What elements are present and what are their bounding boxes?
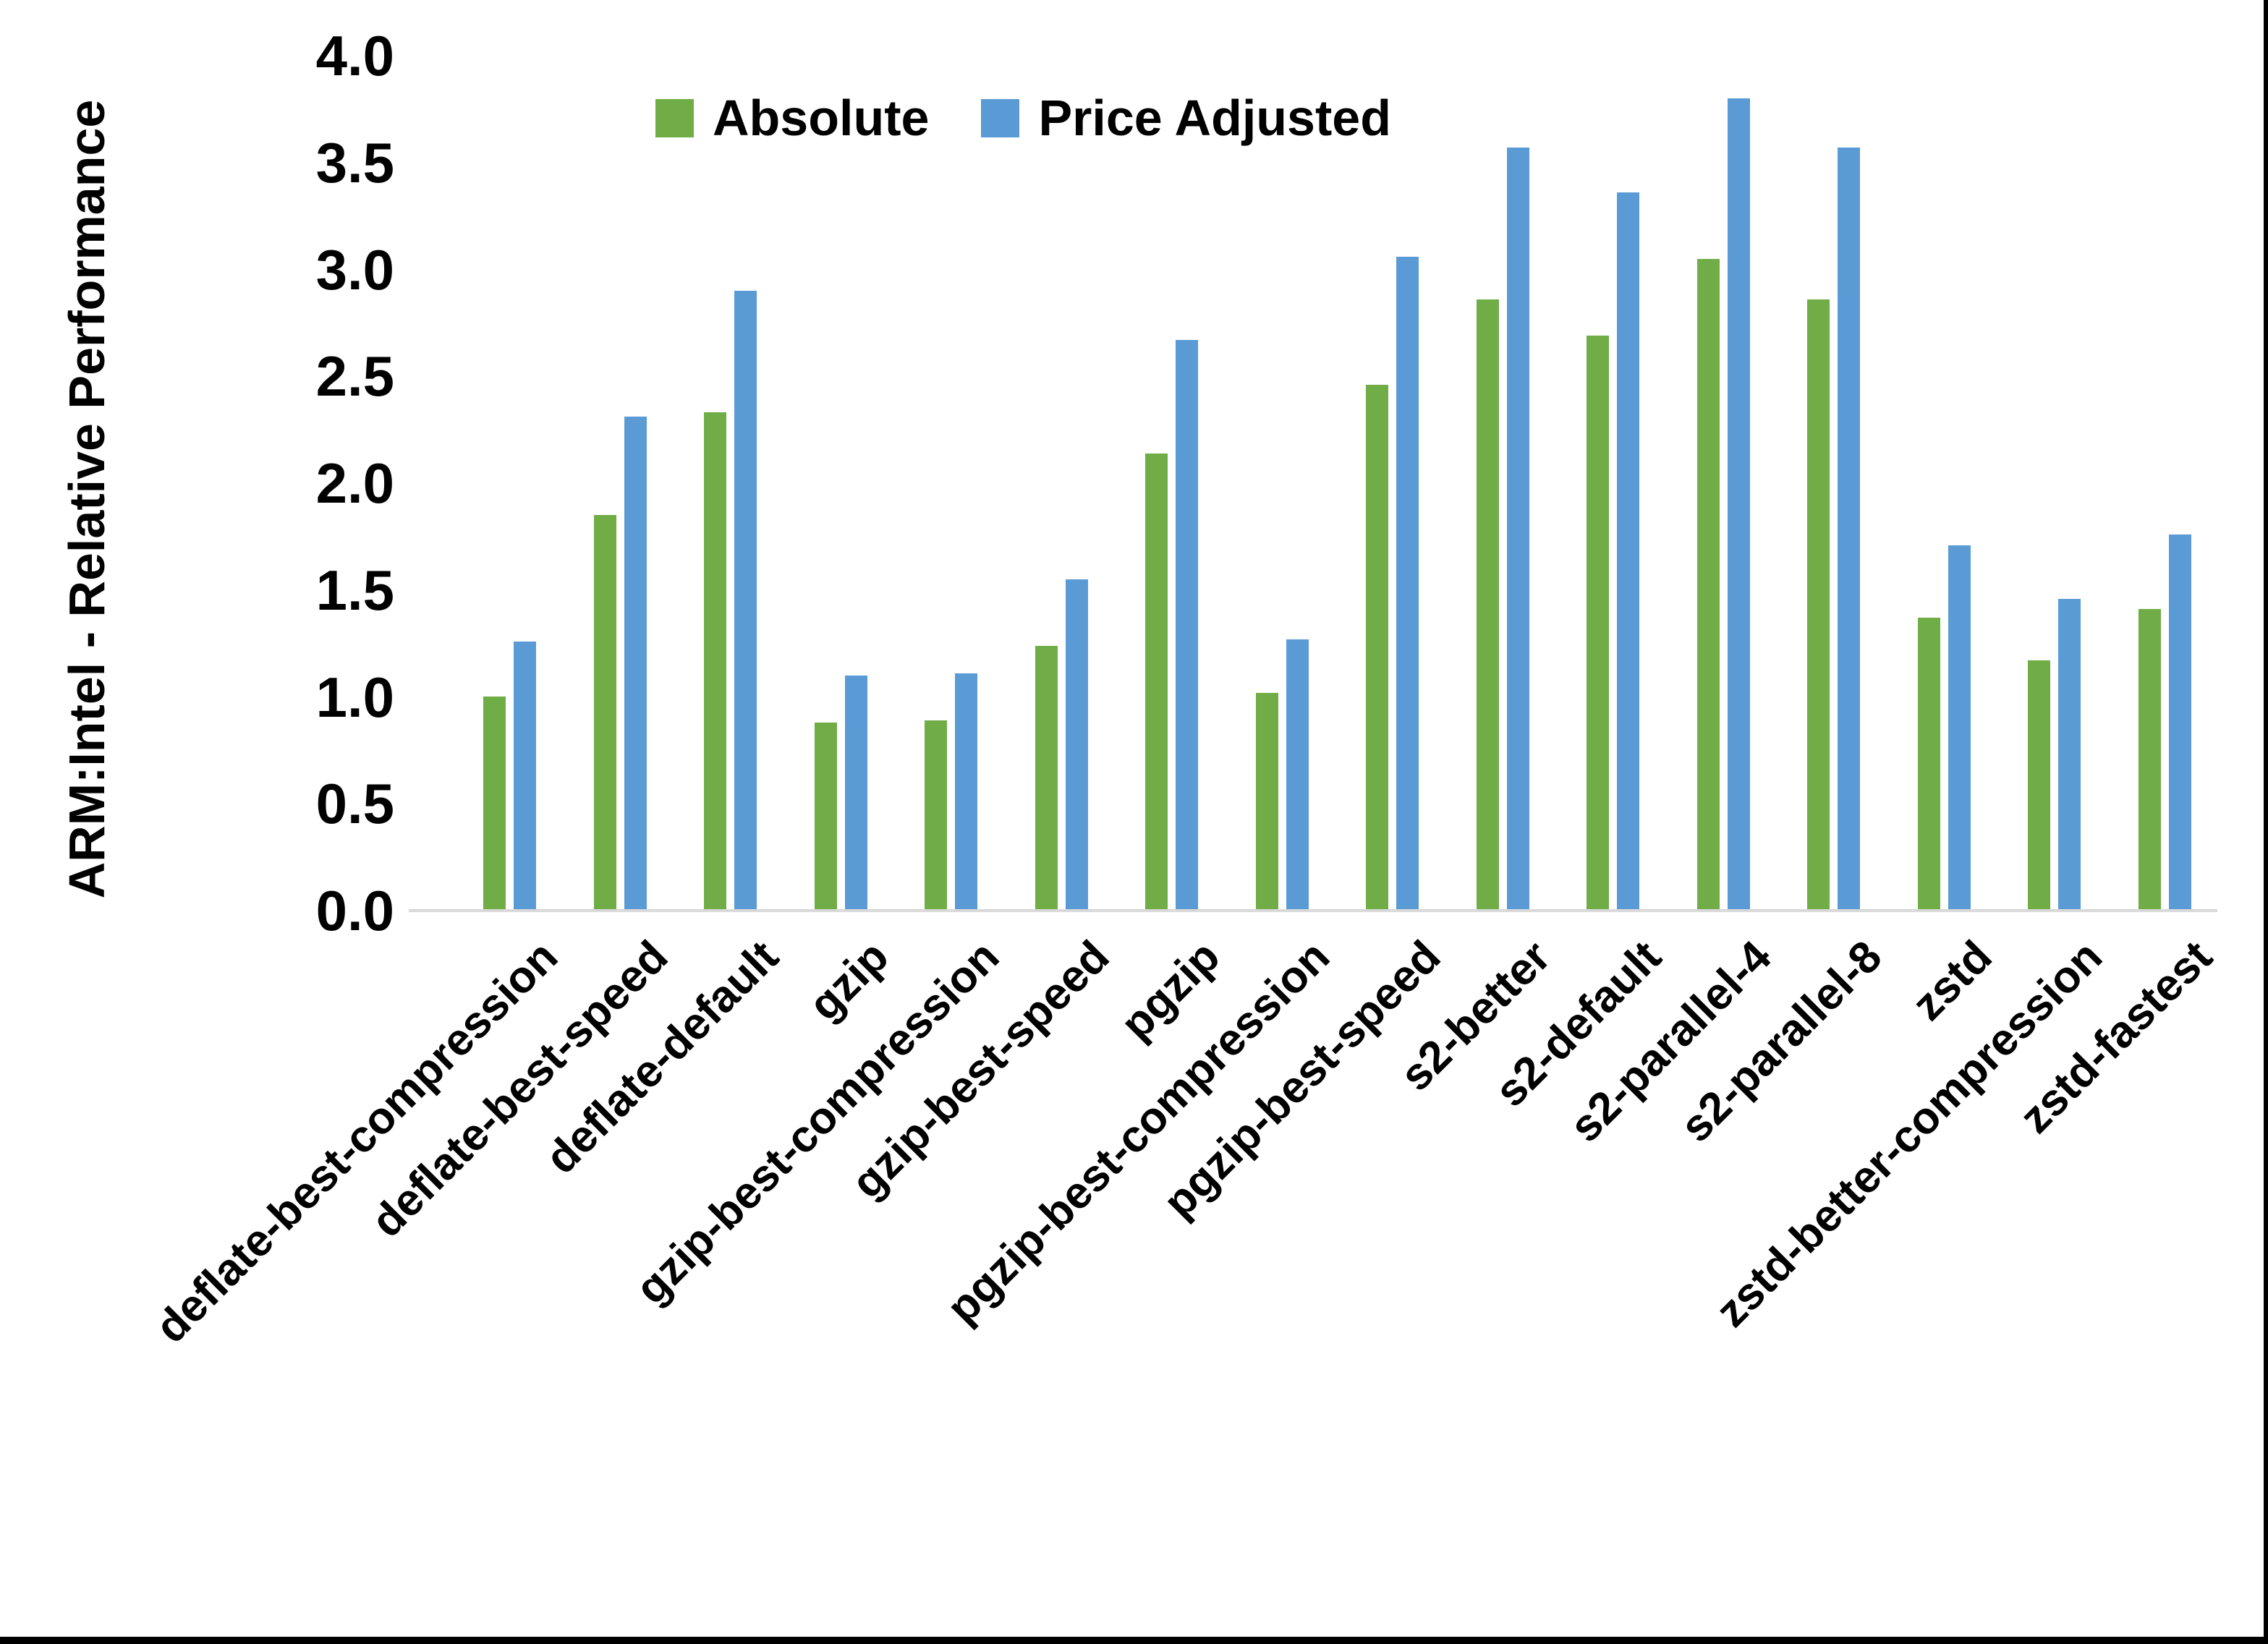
y-tick-label-4.0: 4.0 xyxy=(315,24,394,88)
bar-absolute-s2-parallel-8 xyxy=(1807,299,1830,911)
bar-price-adjusted-deflate-default xyxy=(734,291,757,911)
bar-absolute-pgzip xyxy=(1145,453,1168,911)
bar-price-adjusted-zstd-fastest xyxy=(2169,534,2191,911)
bar-absolute-deflate-default xyxy=(704,412,726,911)
bar-absolute-s2-better xyxy=(1477,299,1499,911)
screenshot-border-right xyxy=(2264,0,2268,1644)
bar-absolute-gzip-best-speed xyxy=(1035,646,1058,911)
x-axis-line xyxy=(409,909,2217,912)
bar-absolute-pgzip-best-compression xyxy=(1256,693,1278,911)
y-tick-label-2.5: 2.5 xyxy=(315,344,394,409)
bar-absolute-deflate-best-compression xyxy=(483,697,506,911)
y-tick-label-3.0: 3.0 xyxy=(315,237,394,302)
bar-absolute-zstd xyxy=(1918,618,1940,911)
legend-label-price-adjusted: Price Adjusted xyxy=(1038,90,1391,146)
bar-price-adjusted-s2-parallel-8 xyxy=(1838,148,1860,911)
bar-absolute-pgzip-best-speed xyxy=(1366,385,1388,911)
bar-price-adjusted-gzip-best-compression xyxy=(955,673,977,911)
bar-price-adjusted-pgzip-best-speed xyxy=(1396,257,1419,911)
y-tick-label-3.5: 3.5 xyxy=(315,130,394,195)
bar-absolute-zstd-better-compression xyxy=(2028,660,2050,911)
legend: Absolute Price Adjusted xyxy=(655,87,1391,149)
bar-absolute-gzip-best-compression xyxy=(925,720,947,911)
legend-label-absolute: Absolute xyxy=(713,90,930,146)
bar-price-adjusted-gzip xyxy=(845,676,867,911)
bar-price-adjusted-pgzip-best-compression xyxy=(1286,639,1309,911)
bar-absolute-s2-parallel-4 xyxy=(1697,259,1720,911)
bar-absolute-deflate-best-speed xyxy=(594,515,616,911)
y-tick-label-1.0: 1.0 xyxy=(315,665,394,729)
y-tick-label-2.0: 2.0 xyxy=(315,451,394,515)
bar-price-adjusted-s2-parallel-4 xyxy=(1728,98,1750,911)
bar-price-adjusted-zstd-better-compression xyxy=(2058,599,2081,911)
legend-marker-absolute-icon xyxy=(655,98,694,137)
bar-price-adjusted-s2-better xyxy=(1507,148,1529,911)
y-tick-label-0.5: 0.5 xyxy=(315,772,394,836)
bar-price-adjusted-deflate-best-compression xyxy=(514,642,536,911)
bar-price-adjusted-zstd xyxy=(1948,545,1971,911)
screenshot-border-bottom xyxy=(0,1637,2268,1644)
bar-absolute-gzip xyxy=(815,723,837,911)
legend-marker-price-adjusted-icon xyxy=(981,98,1020,137)
bar-price-adjusted-deflate-best-speed xyxy=(624,417,647,911)
bar-price-adjusted-pgzip xyxy=(1176,340,1198,911)
bar-price-adjusted-gzip-best-speed xyxy=(1066,579,1088,911)
y-tick-label-1.5: 1.5 xyxy=(315,558,394,622)
bar-price-adjusted-s2-default xyxy=(1617,192,1639,911)
y-tick-label-0.0: 0.0 xyxy=(315,879,394,942)
bar-absolute-s2-default xyxy=(1587,336,1609,911)
bar-absolute-zstd-fastest xyxy=(2139,609,2161,911)
